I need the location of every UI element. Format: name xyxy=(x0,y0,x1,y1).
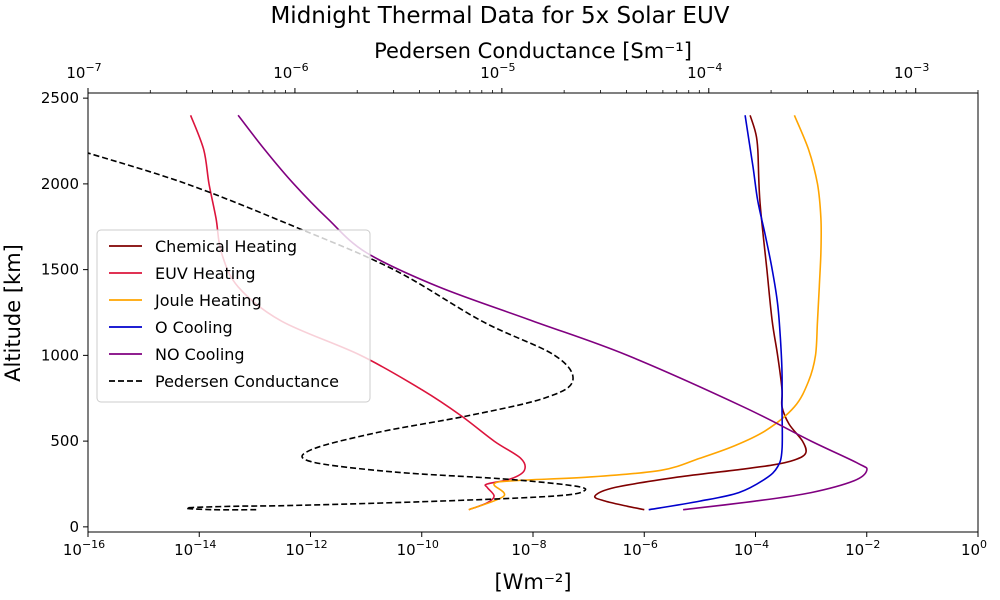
series-line-euv-heating xyxy=(189,115,527,511)
top-axis-label: Pedersen Conductance [Sm⁻¹] xyxy=(374,39,692,63)
x-tick-label: 10−10 xyxy=(397,538,439,559)
x-tick-label: 10−2 xyxy=(845,538,880,559)
legend-box xyxy=(96,229,371,403)
y-tick-label: 2000 xyxy=(41,175,79,193)
x-tick-label: 10−12 xyxy=(285,538,327,559)
y-tick-label: 0 xyxy=(69,518,79,536)
x-tick-label: 10−14 xyxy=(174,538,216,559)
legend-label-chemical-heating: Chemical Heating xyxy=(155,237,297,256)
legend-label-no-cooling: NO Cooling xyxy=(155,345,245,364)
top-x-tick-label: 10−4 xyxy=(687,61,722,82)
x-tick-label: 10−16 xyxy=(63,538,105,559)
y-tick-label: 2500 xyxy=(41,89,79,107)
top-x-tick-label: 10−6 xyxy=(273,61,308,82)
top-x-tick-label: 10−7 xyxy=(66,61,101,82)
chart-title: Midnight Thermal Data for 5x Solar EUV xyxy=(270,3,729,29)
series-line-no-cooling xyxy=(237,114,868,511)
x-tick-label: 100 xyxy=(961,538,987,559)
legend: Chemical Heating EUV Heating Joule Heating… xyxy=(96,229,371,403)
y-tick-label: 1000 xyxy=(41,346,79,364)
axes-layer: 10−16 10−14 10−12 10−10 10−8 10−6 10−4 10−2 100 1… xyxy=(41,61,987,559)
legend-label-o-cooling: O Cooling xyxy=(155,318,233,337)
series-line-o-cooling xyxy=(648,115,784,511)
y-axis-label: Altitude [km] xyxy=(1,244,25,382)
top-x-tick-label: 10−5 xyxy=(480,61,515,82)
y-tick-label: 1500 xyxy=(41,261,79,279)
series-line-pedersen-conductance xyxy=(88,152,587,511)
x-tick-label: 10−4 xyxy=(734,538,769,559)
top-x-tick-label: 10−3 xyxy=(894,61,929,82)
legend-label-euv-heating: EUV Heating xyxy=(155,264,256,283)
x-axis-label: [Wm⁻²] xyxy=(494,570,571,594)
y-tick-label: 500 xyxy=(50,432,79,450)
legend-label-joule-heating: Joule Heating xyxy=(154,291,262,310)
x-tick-label: 10−8 xyxy=(511,538,546,559)
series-layer xyxy=(88,114,868,511)
legend-label-pedersen-conductance: Pedersen Conductance xyxy=(155,372,339,391)
x-tick-label: 10−6 xyxy=(623,538,658,559)
